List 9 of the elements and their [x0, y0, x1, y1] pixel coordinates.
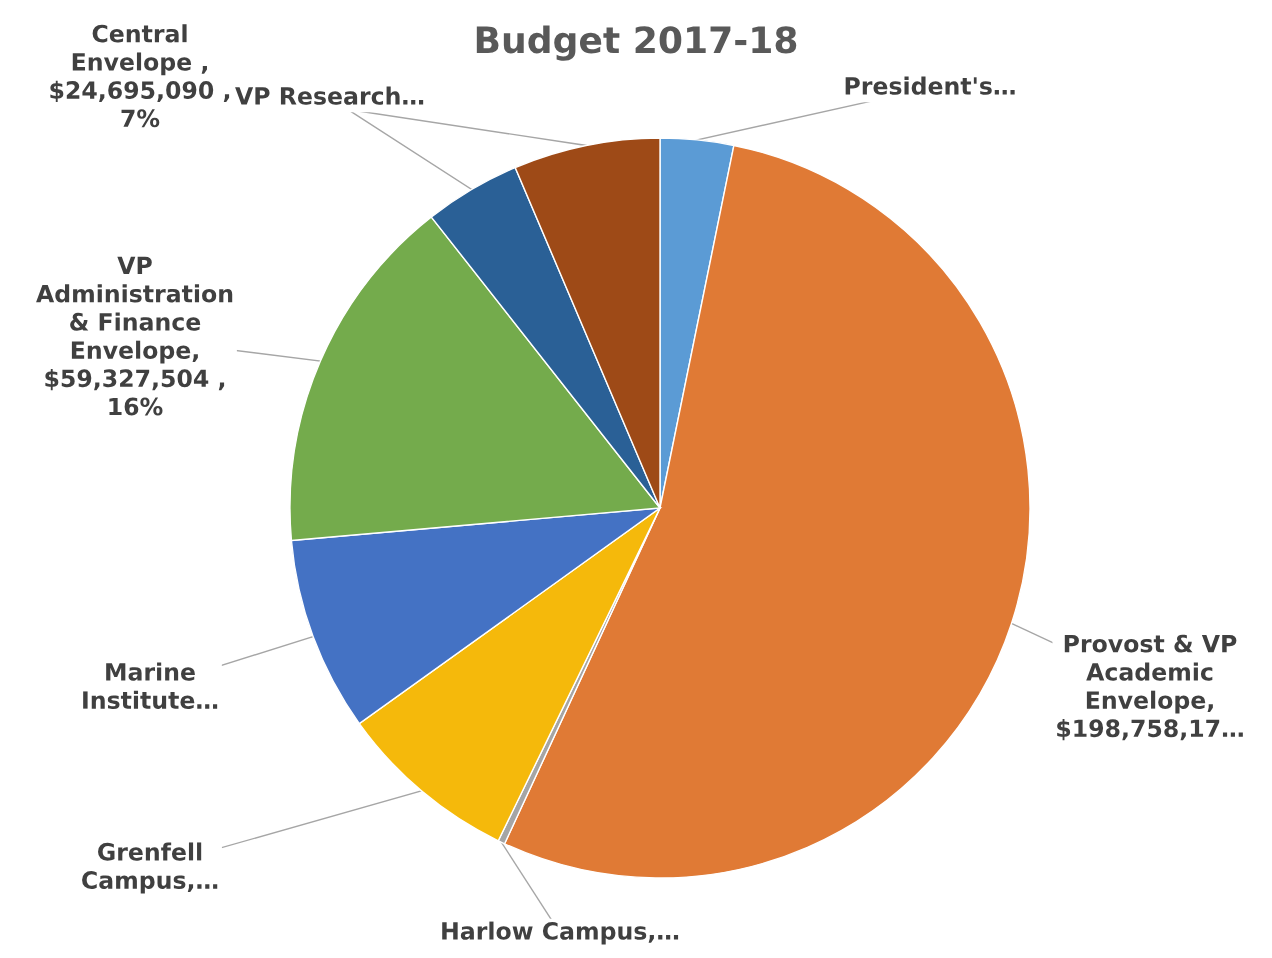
slice-label: VP Research…	[235, 86, 424, 105]
chart-title: Budget 2017-18	[476, 25, 797, 61]
slice-label: Harlow Campus,…	[442, 921, 679, 945]
slice-label: President's…	[845, 76, 1015, 95]
slice-label: Central Envelope , $24,695,090 , 7%	[50, 24, 230, 128]
slice-label: Provost & VP Academic Envelope, $198,758,17…	[1057, 634, 1243, 741]
slice-label: Grenfell Campus,…	[82, 842, 218, 894]
slice-label: VP Administration & Finance Envelope, $59,327,504 , 16%	[36, 256, 233, 416]
slice-label: Marine Institute…	[83, 662, 218, 709]
